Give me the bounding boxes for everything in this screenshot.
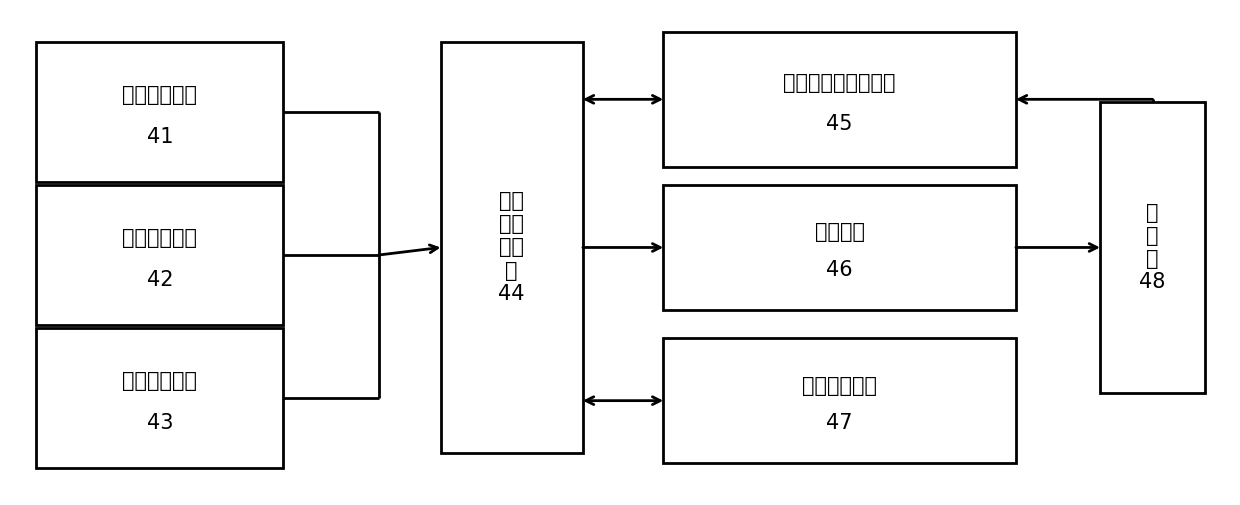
Text: 数据通信接口: 数据通信接口 (802, 376, 877, 395)
Text: 42: 42 (146, 270, 174, 290)
Bar (1100, 102, 1205, 393)
Text: 45: 45 (826, 114, 853, 134)
Text: 47: 47 (826, 413, 853, 433)
Text: 欠压检测单元: 欠压检测单元 (123, 85, 197, 105)
Text: 脱扣线圈: 脱扣线圈 (815, 222, 864, 242)
Text: 41: 41 (146, 127, 174, 147)
Text: 46: 46 (826, 260, 853, 280)
Text: 并网
开关
控制
器
44: 并网 开关 控制 器 44 (498, 191, 525, 304)
Bar (440, 41, 583, 453)
Bar (663, 338, 1016, 464)
Text: 43: 43 (146, 414, 174, 433)
Text: 过热检测单元: 过热检测单元 (123, 371, 197, 391)
Bar (36, 328, 284, 469)
Bar (36, 185, 284, 325)
Bar (663, 185, 1016, 310)
Text: 主
开
关
48: 主 开 关 48 (1140, 203, 1166, 292)
Text: 主开关状态监测单元: 主开关状态监测单元 (784, 73, 895, 93)
Text: 过流检测单元: 过流检测单元 (123, 228, 197, 248)
Bar (663, 31, 1016, 167)
Bar (36, 41, 284, 182)
